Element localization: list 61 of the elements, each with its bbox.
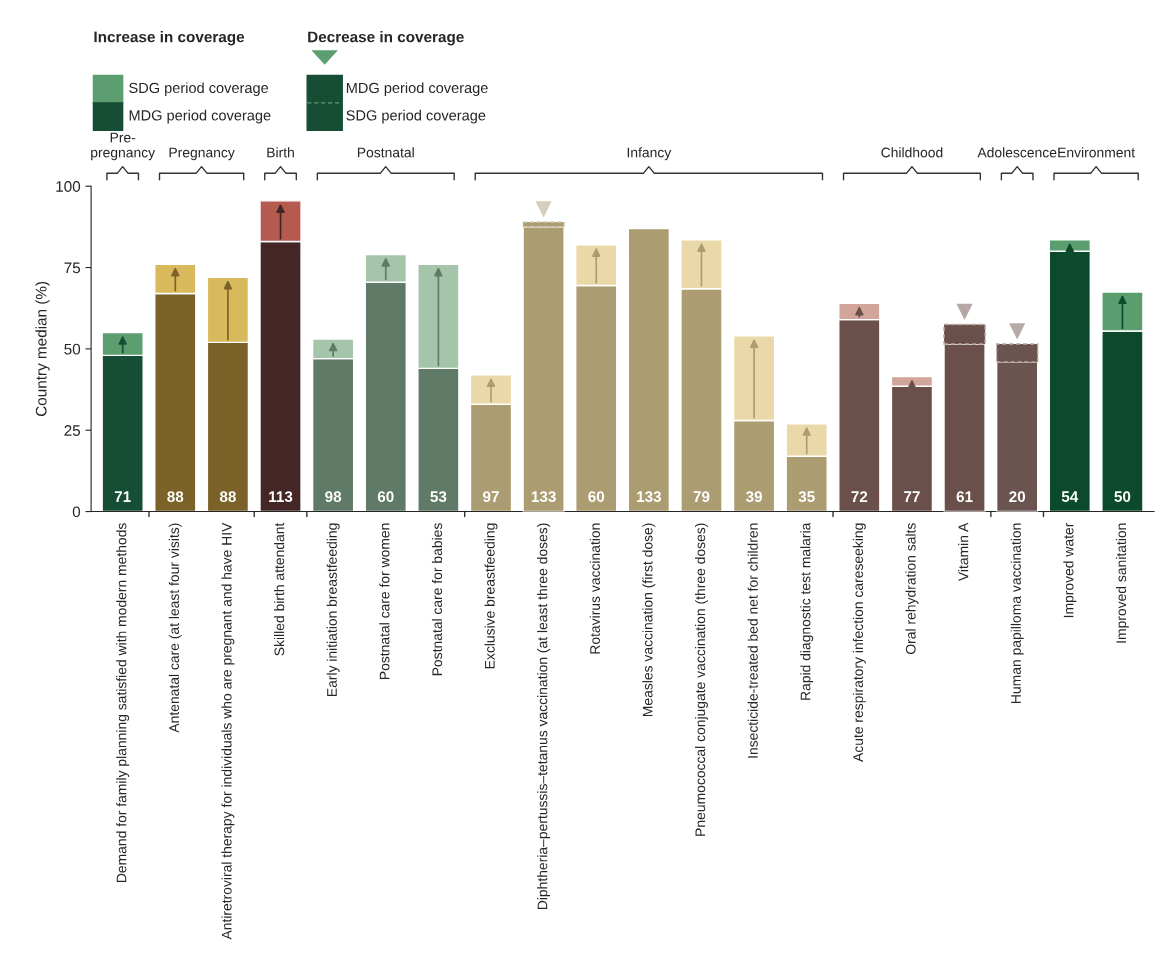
legend-label: SDG period coverage <box>129 82 269 96</box>
annotation: 113 <box>269 491 293 503</box>
y-tick-label: 0 <box>72 506 81 518</box>
x-tick-label: Rotavirus vaccination <box>589 523 600 654</box>
x-tick-label: Improved sanitation <box>1115 523 1129 643</box>
annotation: 20 <box>1009 491 1026 503</box>
annotation: 133 <box>637 491 662 503</box>
text: MDG period coverage <box>346 82 488 96</box>
annotation: 98 <box>325 491 342 503</box>
x-tick-label: Demand for family planning satisfied with modern methods <box>116 523 130 883</box>
x-tick-label: Measles vaccination (first dose) <box>642 523 656 717</box>
x-tick-label: Diphtheria–pertussis–tetanus vaccination (at least three doses) <box>537 523 551 910</box>
annotation: 97 <box>483 491 499 503</box>
text: Adolescence <box>977 147 1057 158</box>
x-tick-label: Exclusive breastfeeding <box>484 523 498 669</box>
annotation: 60 <box>377 491 394 503</box>
annotation: 77 <box>904 491 920 502</box>
text: Postnatal <box>357 147 414 158</box>
x-tick-label: Antiretroviral therapy for individuals who are pregnant and have HIV <box>221 522 235 940</box>
x-tick-label: Oral rehydration salts <box>905 523 919 654</box>
text: Pre- pregnancy <box>91 132 156 161</box>
x-tick-label: Improved water <box>1063 522 1077 618</box>
x-tick-label: Rapid diagnostic test malaria <box>800 522 814 700</box>
x-tick-label: Postnatal care for babies <box>431 523 443 676</box>
y-tick-label: 100 <box>56 181 81 192</box>
x-tick-label: Postnatal care for women <box>379 523 390 680</box>
y-tick-label: 25 <box>64 425 81 436</box>
x-tick-label: Insecticide-treated bed net for children <box>747 523 758 758</box>
x-tick-label: Vitamin A <box>958 522 969 582</box>
text: Birth <box>267 147 294 158</box>
annotation: 50 <box>1114 491 1131 503</box>
x-tick-label: Pneumococcal conjugate vaccination (three doses) <box>695 523 708 836</box>
x-tick-label: Skilled birth attendant <box>274 522 285 656</box>
x-tick-label: Early initiation breastfeeding <box>326 523 340 697</box>
x-tick-label: Antenatal care (at least four visits) <box>168 523 182 733</box>
text: SDG period coverage <box>346 109 486 124</box>
x-tick-label: Acute respiratory infection careseeking <box>852 523 866 762</box>
y-axis-title: Country median (%) <box>35 281 50 417</box>
annotation: 54 <box>1061 491 1079 503</box>
text: Pregnancy <box>169 147 235 161</box>
annotation: 35 <box>798 491 815 503</box>
text: Environment <box>1058 147 1135 158</box>
bar <box>627 227 671 512</box>
annotation: 72 <box>851 491 868 502</box>
y-tick-label: 50 <box>64 343 81 355</box>
annotation: 133 <box>531 491 556 503</box>
text: Increase in coverage <box>94 31 245 46</box>
annotation: 39 <box>745 491 763 503</box>
annotation: 79 <box>693 491 710 503</box>
y-tick-label: 75 <box>64 262 81 274</box>
text: Childhood <box>881 147 943 158</box>
annotation: 60 <box>588 491 605 503</box>
annotation: 71 <box>114 491 131 502</box>
legend-label: MDG period coverage <box>129 109 271 124</box>
annotation: 88 <box>219 491 236 503</box>
x-tick-label: Human papilloma vaccination <box>1010 523 1024 703</box>
text: Infancy <box>627 147 672 161</box>
text: Decrease in coverage <box>308 31 464 46</box>
annotation: 53 <box>430 491 447 503</box>
annotation: 88 <box>167 491 184 503</box>
annotation: 61 <box>956 491 973 503</box>
